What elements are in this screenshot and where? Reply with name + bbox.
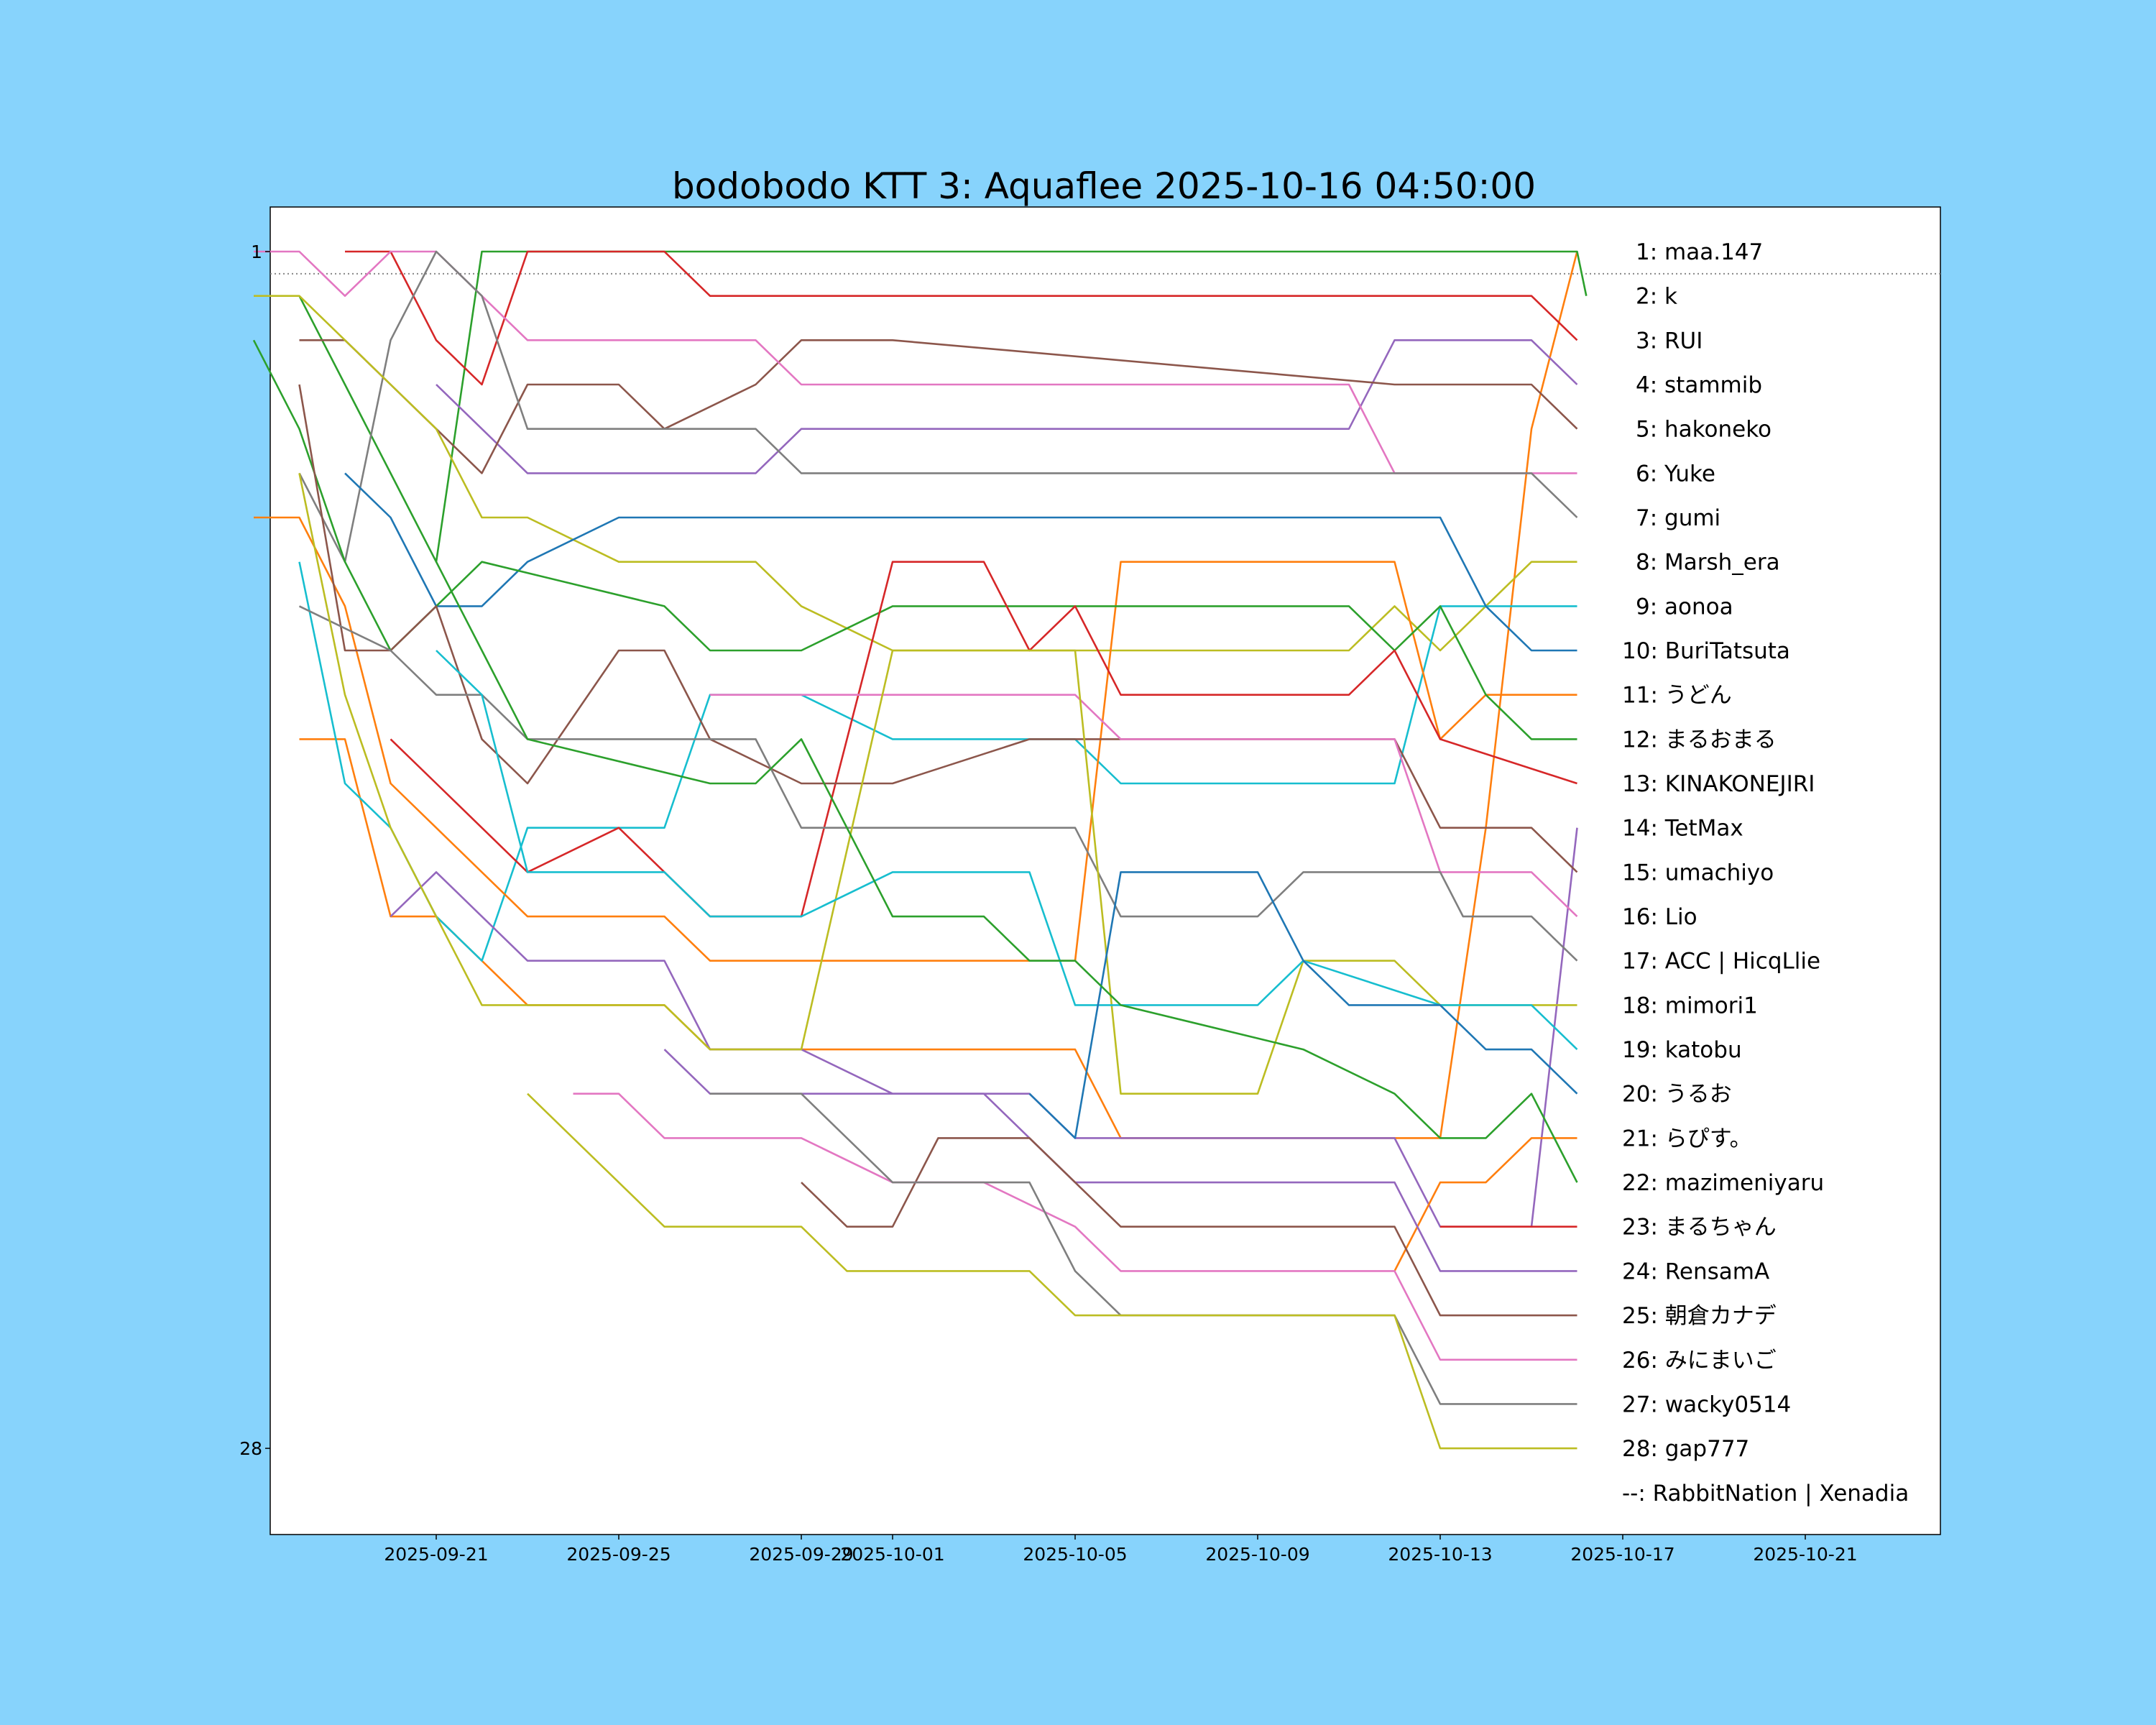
series-line-3 — [345, 250, 1578, 386]
series-line-28 — [527, 1092, 1577, 1450]
final-rank-label: 25: 朝倉カナデ — [1622, 1303, 1777, 1329]
final-rank-label: 10: BuriTatsuta — [1622, 638, 1790, 664]
x-axis-ticks: 2025-09-21 2025-09-25 2025-09-292025-10-01… — [384, 1535, 1858, 1565]
final-rank-label: 27: wacky0514 — [1622, 1392, 1791, 1417]
chart-title: bodobodo KTT 3: Aquaflee 2025-10-16 04:5… — [672, 165, 1536, 207]
series-line-11 — [254, 516, 1577, 962]
final-rank-label: 6: Yuke — [1636, 461, 1715, 487]
final-rank-label: 24: RensamA — [1622, 1259, 1769, 1284]
final-rank-label: 14: TetMax — [1622, 816, 1743, 842]
final-rank-label: 1: maa.147 — [1636, 239, 1763, 265]
final-rank-label: 18: mimori1 — [1622, 993, 1758, 1018]
final-rank-label: 11: うどん — [1622, 683, 1732, 709]
x-tick-label: 2025-10-17 — [1570, 1544, 1674, 1565]
x-tick-label: 2025-09-29 — [749, 1544, 853, 1565]
final-rank-label: 22: mazimeniyaru — [1622, 1170, 1824, 1196]
final-rank-label: 4: stammib — [1636, 372, 1762, 398]
series-line-14 — [390, 827, 1578, 1228]
y-tick-label: 1 — [251, 242, 262, 262]
series-line-13 — [390, 561, 1577, 918]
x-tick-label: 2025-09-25 — [566, 1544, 671, 1565]
final-rank-label: 7: gumi — [1636, 505, 1720, 531]
series-line-10 — [344, 472, 1577, 652]
y-axis-ticks: 1 28 — [239, 242, 270, 1459]
final-rank-label: 17: ACC | HicqLlie — [1622, 949, 1820, 975]
x-tick-label: 2025-10-13 — [1388, 1544, 1492, 1565]
final-rank-label: --: RabbitNation | Xenadia — [1622, 1481, 1909, 1506]
final-rank-label: 13: KINAKONEJIRI — [1622, 771, 1815, 797]
x-tick-label: 2025-10-01 — [840, 1544, 944, 1565]
x-tick-label: 2025-10-21 — [1753, 1544, 1857, 1565]
series-line-21 — [1393, 1137, 1577, 1271]
final-rank-label: 12: まるおまる — [1622, 727, 1777, 753]
final-rank-label: 2: k — [1636, 284, 1677, 310]
series-line-15 — [298, 384, 1578, 873]
series-line-20 — [1028, 871, 1578, 1139]
series-line-27 — [710, 1092, 1577, 1405]
series-line-16 — [710, 694, 1578, 918]
y-tick-label: 28 — [239, 1438, 262, 1459]
series-line-2 — [298, 250, 1588, 564]
series-line-12 — [252, 339, 1577, 740]
x-tick-label: 2025-10-05 — [1023, 1544, 1127, 1565]
final-rank-label: 3: RUI — [1636, 328, 1703, 354]
series-line-22 — [435, 561, 1578, 1183]
series-line-6 — [254, 250, 1577, 474]
final-rank-label: 15: umachiyo — [1622, 860, 1774, 886]
series-lines — [252, 250, 1588, 1450]
final-rank-label: 16: Lio — [1622, 904, 1697, 930]
series-line-25 — [801, 1137, 1577, 1317]
series-line-17 — [298, 605, 1578, 962]
final-rank-label: 20: うるお — [1622, 1082, 1732, 1108]
series-line-19 — [436, 650, 1578, 1051]
final-rank-label: 23: まるちゃん — [1622, 1215, 1777, 1241]
x-tick-label: 2025-09-21 — [384, 1544, 488, 1565]
series-line-18 — [298, 473, 1577, 1095]
final-rank-label: 28: gap777 — [1622, 1436, 1749, 1462]
final-rank-label: 19: katobu — [1622, 1037, 1742, 1063]
final-rank-label: 5: hakoneko — [1636, 417, 1772, 443]
final-rank-label: 9: aonoa — [1636, 594, 1733, 620]
x-tick-label: 2025-10-09 — [1205, 1544, 1309, 1565]
final-rank-labels: 1: maa.147 2: k 3: RUI 4: stammib 5: hakonek… — [1622, 239, 1909, 1506]
final-rank-label: 26: みにまいご — [1622, 1348, 1777, 1374]
final-rank-label: 8: Marsh_era — [1636, 550, 1780, 576]
final-rank-label: 21: らぴす。 — [1622, 1126, 1752, 1151]
